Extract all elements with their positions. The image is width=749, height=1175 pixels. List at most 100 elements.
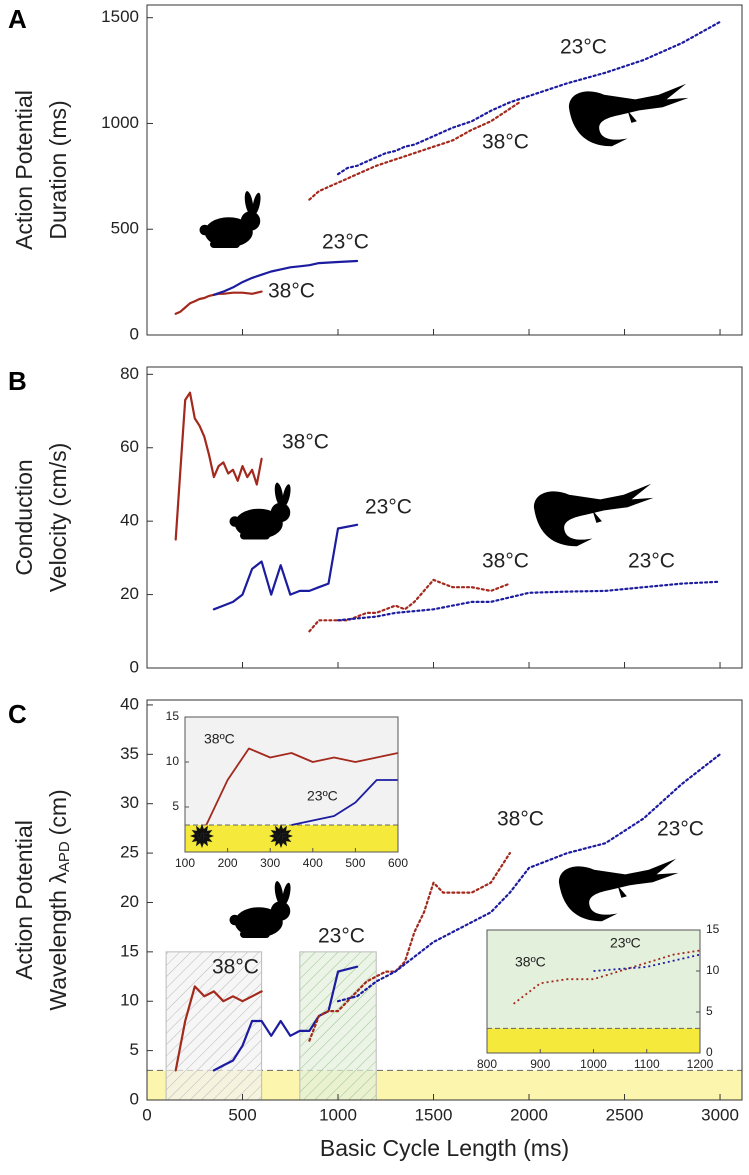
x-tick-label: 500 — [228, 1105, 256, 1124]
series-line — [205, 747, 398, 826]
threshold-band — [487, 1028, 700, 1053]
y-tick-label: 15 — [166, 709, 180, 723]
zoom-hatch — [166, 951, 262, 1100]
x-tick-label: 1100 — [634, 1057, 660, 1071]
animal-icon — [229, 482, 293, 540]
series-line — [336, 753, 722, 1003]
x-tick-label: 2500 — [606, 1105, 644, 1124]
panel-letter: B — [8, 366, 27, 396]
inset-label: 38ºC — [204, 731, 235, 747]
y-tick-label: 1000 — [101, 113, 139, 132]
series-label: 23°C — [560, 36, 607, 59]
plot-frame — [146, 699, 743, 1101]
vf-label: VF — [275, 831, 287, 841]
x-tick-label: 100 — [175, 856, 195, 870]
series-label: 23°C — [657, 818, 704, 841]
inset: 0 5 10 15 800 900 1000 1100 1200 38ºC 23ºC — [477, 922, 720, 1071]
x-axis-label: Basic Cycle Length (ms) — [320, 1135, 569, 1161]
y-tick-label: 35 — [120, 744, 139, 763]
series-line — [336, 580, 722, 622]
plot-frame — [146, 366, 743, 669]
series-line — [174, 985, 263, 1072]
x-tick-label: 0 — [142, 1105, 151, 1124]
x-tick-label: 1500 — [415, 1105, 453, 1124]
inset: 5 10 15 100 200 300 400 500 600 38ºC 23ºC VF VF — [166, 709, 409, 870]
x-tick-label: 500 — [345, 856, 365, 870]
y-tick-label: 5 — [706, 1004, 713, 1018]
series-label: 38°C — [482, 550, 529, 573]
y-tick-label: 5 — [172, 799, 179, 813]
x-tick-label: 1000 — [319, 1105, 357, 1124]
x-tick-label: 3000 — [701, 1105, 739, 1124]
y-tick-label: 5 — [130, 1040, 139, 1059]
vf-label: VF — [196, 831, 208, 841]
x-tick-label: 600 — [388, 856, 408, 870]
panel: 0 20 40 60 80 38°C 23°C 38°C 23°C B Conduction Velo… — [8, 364, 743, 676]
series-line — [212, 523, 359, 611]
y-tick-label: 10 — [706, 963, 720, 977]
animal-icon — [533, 483, 654, 547]
series-label: 38°C — [282, 431, 329, 454]
vf-icon — [190, 824, 214, 848]
series-label: 23°C — [318, 925, 365, 948]
animal-icon — [229, 880, 293, 938]
series-label: 38°C — [212, 956, 259, 979]
y-axis-label-part: Wavelength λ — [45, 872, 71, 1011]
y-tick-label: 20 — [120, 584, 139, 603]
animal-icon — [558, 858, 679, 922]
y-tick-label: 15 — [120, 941, 139, 960]
y-tick-label: 80 — [120, 364, 139, 383]
series-line — [308, 101, 521, 201]
series-line — [291, 779, 398, 826]
x-tick-label: 800 — [477, 1057, 497, 1071]
series-line — [308, 578, 511, 633]
y-tick-label: 0 — [130, 1089, 139, 1108]
y-tick-label: 500 — [111, 219, 139, 238]
panel-letter: A — [8, 4, 27, 34]
y-axis-label-part: (cm) — [45, 789, 71, 835]
vf-icon — [269, 824, 293, 848]
x-tick-label: 200 — [218, 856, 238, 870]
x-tick-label: 1200 — [687, 1057, 714, 1071]
y-tick-label: 1500 — [101, 7, 139, 26]
y-axis-label-sub: APD — [56, 841, 73, 872]
x-tick-label: 400 — [303, 856, 323, 870]
y-tick-label: 40 — [120, 511, 139, 530]
inset-label: 38ºC — [515, 954, 546, 970]
series-line — [212, 965, 359, 1072]
y-axis-label: Conduction — [11, 459, 37, 575]
y-tick-label: 10 — [120, 991, 139, 1010]
y-axis-label: Duration (ms) — [45, 100, 71, 239]
y-axis-label: Action Potential — [11, 820, 37, 980]
y-axis-label: Action Potential — [11, 90, 37, 250]
y-tick-label: 10 — [166, 754, 180, 768]
y-tick-label: 25 — [120, 843, 139, 862]
series-line — [174, 391, 263, 541]
y-axis-label: Wavelength λAPD (cm) — [45, 789, 73, 1010]
inset-frame — [184, 716, 399, 853]
panel-letter: C — [8, 699, 27, 729]
inset-label: 23ºC — [610, 935, 641, 951]
y-tick-label: 15 — [706, 922, 720, 936]
x-tick-label: 1000 — [580, 1057, 607, 1071]
series-label: 23°C — [322, 231, 369, 254]
x-tick-label: 300 — [260, 856, 280, 870]
x-tick-label: 900 — [530, 1057, 550, 1071]
y-tick-label: 0 — [130, 324, 139, 343]
y-tick-label: 30 — [120, 793, 139, 812]
y-tick-label: 0 — [706, 1045, 713, 1059]
series-line — [336, 20, 722, 176]
animal-icon — [199, 190, 263, 248]
y-tick-label: 60 — [120, 437, 139, 456]
y-tick-label: 40 — [120, 694, 139, 713]
series-label: 38°C — [268, 280, 315, 303]
series-label: 38°C — [497, 808, 544, 831]
animal-icon — [568, 83, 689, 147]
threshold-band — [185, 825, 398, 852]
inset-label: 23ºC — [307, 788, 338, 804]
series-label: 23°C — [628, 550, 675, 573]
y-tick-label: 0 — [130, 657, 139, 676]
